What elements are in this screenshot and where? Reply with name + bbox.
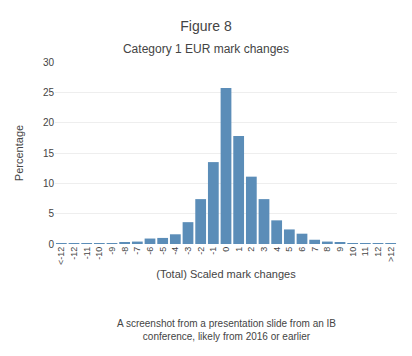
svg-text:11: 11 (360, 247, 370, 256)
svg-text:-3: -3 (183, 247, 193, 255)
svg-text:6: 6 (297, 247, 307, 252)
svg-text:-7: -7 (132, 247, 142, 255)
svg-text:10: 10 (348, 247, 358, 257)
svg-text:9: 9 (335, 247, 345, 252)
svg-text:A screenshot from a presentati: A screenshot from a presentation slide f… (117, 318, 336, 342)
svg-text:-2: -2 (196, 247, 206, 255)
svg-text:7: 7 (310, 247, 320, 252)
svg-text:4: 4 (272, 247, 282, 252)
svg-text:2: 2 (246, 247, 256, 252)
svg-text:5: 5 (48, 208, 54, 219)
svg-text:<-12: <-12 (56, 247, 66, 265)
svg-text:-8: -8 (120, 247, 130, 255)
svg-text:30: 30 (43, 57, 55, 68)
svg-text:>12: >12 (386, 247, 396, 262)
svg-text:25: 25 (43, 87, 55, 98)
svg-text:10: 10 (43, 178, 55, 189)
svg-text:20: 20 (43, 117, 55, 128)
svg-text:-4: -4 (170, 247, 180, 255)
svg-text:Figure 8: Figure 8 (180, 18, 232, 34)
svg-text:0: 0 (48, 239, 54, 250)
svg-text:Percentage: Percentage (13, 125, 25, 181)
svg-text:-1: -1 (208, 247, 218, 255)
svg-text:-6: -6 (145, 247, 155, 255)
svg-text:-12: -12 (69, 247, 79, 260)
svg-text:-10: -10 (94, 247, 104, 260)
svg-text:0: 0 (221, 247, 231, 252)
svg-text:-11: -11 (82, 247, 92, 259)
svg-text:(Total) Scaled mark changes: (Total) Scaled mark changes (156, 268, 296, 280)
svg-text:15: 15 (43, 148, 55, 159)
svg-text:1: 1 (234, 247, 244, 252)
svg-text:-5: -5 (158, 247, 168, 255)
svg-text:-9: -9 (107, 247, 117, 255)
svg-text:5: 5 (284, 247, 294, 252)
svg-text:3: 3 (259, 247, 269, 252)
svg-text:12: 12 (373, 247, 383, 257)
svg-text:8: 8 (322, 247, 332, 252)
svg-text:Category 1 EUR mark changes: Category 1 EUR mark changes (123, 42, 289, 56)
